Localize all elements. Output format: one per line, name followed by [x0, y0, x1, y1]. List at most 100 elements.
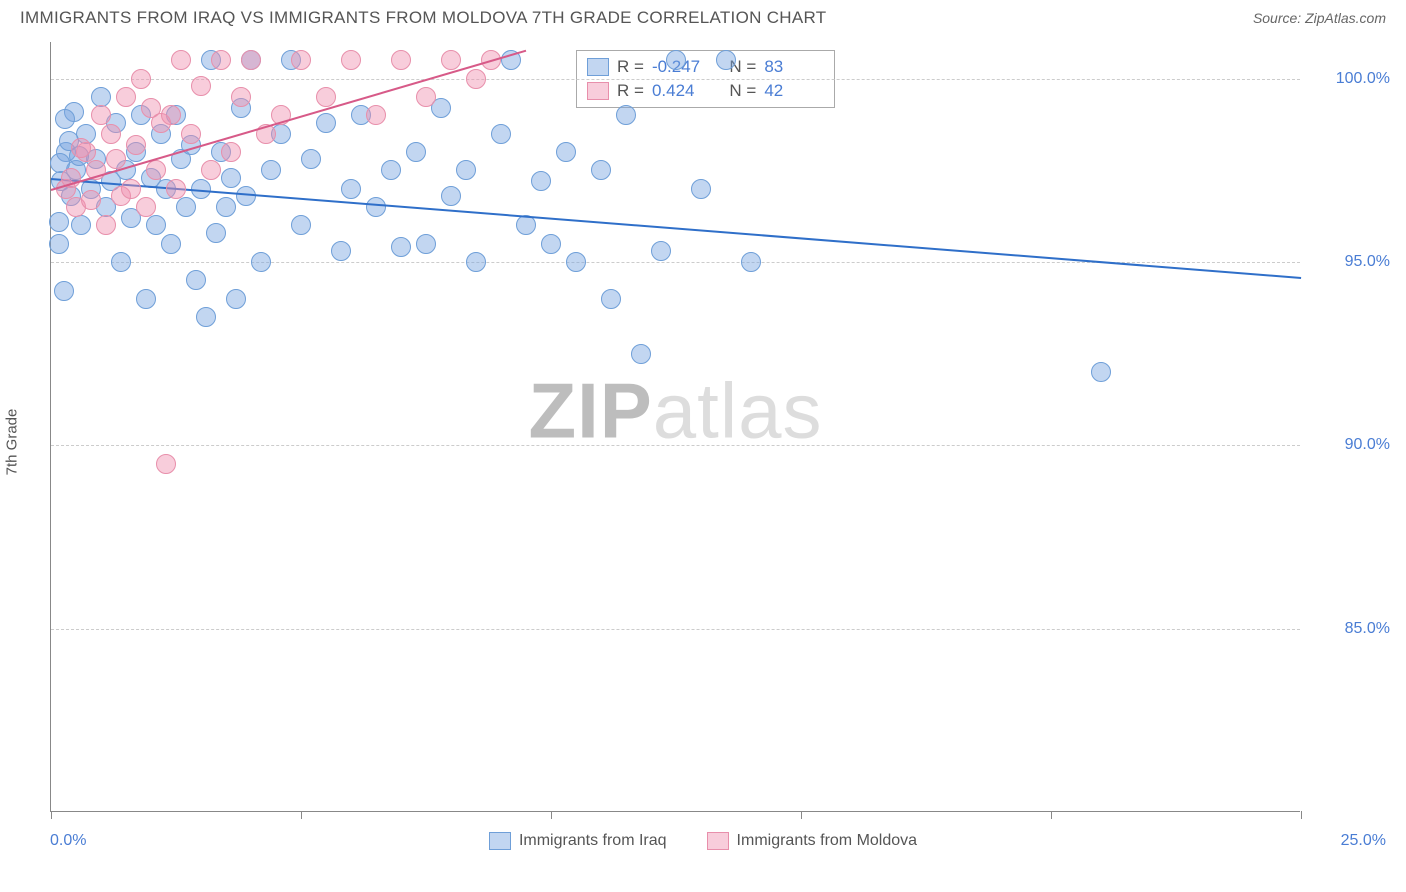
data-point [556, 142, 576, 162]
data-point [591, 160, 611, 180]
n-value: 42 [764, 81, 824, 101]
data-point [146, 160, 166, 180]
data-point [186, 270, 206, 290]
data-point [441, 186, 461, 206]
data-point [601, 289, 621, 309]
y-tick-label: 85.0% [1310, 620, 1390, 638]
data-point [196, 307, 216, 327]
legend-swatch [587, 82, 609, 100]
data-point [716, 50, 736, 70]
data-point [741, 252, 761, 272]
gridline [51, 79, 1300, 80]
x-tick [301, 811, 302, 819]
data-point [126, 135, 146, 155]
data-point [71, 138, 91, 158]
data-point [71, 215, 91, 235]
y-tick-label: 95.0% [1310, 253, 1390, 271]
data-point [54, 281, 74, 301]
data-point [316, 87, 336, 107]
legend-stat-row: R = -0.247 N = 83 [587, 55, 824, 79]
data-point [651, 241, 671, 261]
data-point [691, 179, 711, 199]
data-point [96, 215, 116, 235]
source-credit: Source: ZipAtlas.com [1253, 10, 1386, 26]
data-point [216, 197, 236, 217]
data-point [441, 50, 461, 70]
data-point [49, 234, 69, 254]
data-point [341, 50, 361, 70]
data-point [201, 160, 221, 180]
data-point [136, 197, 156, 217]
data-point [366, 197, 386, 217]
plot-area: ZIPatlas R = -0.247 N = 83R = 0.424 N = … [50, 42, 1300, 812]
gridline [51, 629, 1300, 630]
data-point [166, 179, 186, 199]
data-point [171, 50, 191, 70]
data-point [291, 50, 311, 70]
data-point [176, 197, 196, 217]
data-point [221, 142, 241, 162]
data-point [391, 237, 411, 257]
data-point [616, 105, 636, 125]
data-point [136, 289, 156, 309]
chart-header: IMMIGRANTS FROM IRAQ VS IMMIGRANTS FROM … [0, 0, 1406, 32]
data-point [156, 454, 176, 474]
n-value: 83 [764, 57, 824, 77]
data-point [331, 241, 351, 261]
legend-swatch-moldova [707, 832, 729, 850]
data-point [1091, 362, 1111, 382]
legend-item-iraq: Immigrants from Iraq [489, 832, 667, 850]
source-link[interactable]: ZipAtlas.com [1305, 10, 1386, 26]
x-tick [1051, 811, 1052, 819]
data-point [121, 179, 141, 199]
x-tick [1301, 811, 1302, 819]
data-point [366, 105, 386, 125]
data-point [666, 50, 686, 70]
data-point [416, 234, 436, 254]
data-point [631, 344, 651, 364]
data-point [221, 168, 241, 188]
data-point [291, 215, 311, 235]
x-tick [551, 811, 552, 819]
data-point [456, 160, 476, 180]
data-point [211, 50, 231, 70]
data-point [131, 69, 151, 89]
y-tick-label: 100.0% [1310, 70, 1390, 88]
legend-item-moldova: Immigrants from Moldova [707, 832, 918, 850]
data-point [161, 105, 181, 125]
chart-title: IMMIGRANTS FROM IRAQ VS IMMIGRANTS FROM … [20, 8, 826, 28]
data-point [106, 149, 126, 169]
x-tick [51, 811, 52, 819]
data-point [466, 252, 486, 272]
watermark: ZIPatlas [528, 366, 822, 457]
data-point [566, 252, 586, 272]
trend-line [51, 178, 1301, 279]
data-point [301, 149, 321, 169]
x-tick [801, 811, 802, 819]
data-point [146, 215, 166, 235]
data-point [381, 160, 401, 180]
y-tick-label: 90.0% [1310, 436, 1390, 454]
data-point [251, 252, 271, 272]
chart-container: 7th Grade ZIPatlas R = -0.247 N = 83R = … [0, 32, 1406, 852]
data-point [466, 69, 486, 89]
data-point [181, 124, 201, 144]
data-point [241, 50, 261, 70]
data-point [111, 252, 131, 272]
data-point [231, 87, 251, 107]
data-point [101, 124, 121, 144]
data-point [116, 87, 136, 107]
data-point [55, 109, 75, 129]
data-point [226, 289, 246, 309]
data-point [161, 234, 181, 254]
legend-swatch [587, 58, 609, 76]
data-point [191, 76, 211, 96]
data-point [341, 179, 361, 199]
data-point [206, 223, 226, 243]
data-point [406, 142, 426, 162]
data-point [391, 50, 411, 70]
data-point [516, 215, 536, 235]
legend-swatch-iraq [489, 832, 511, 850]
data-point [491, 124, 511, 144]
data-point [91, 87, 111, 107]
